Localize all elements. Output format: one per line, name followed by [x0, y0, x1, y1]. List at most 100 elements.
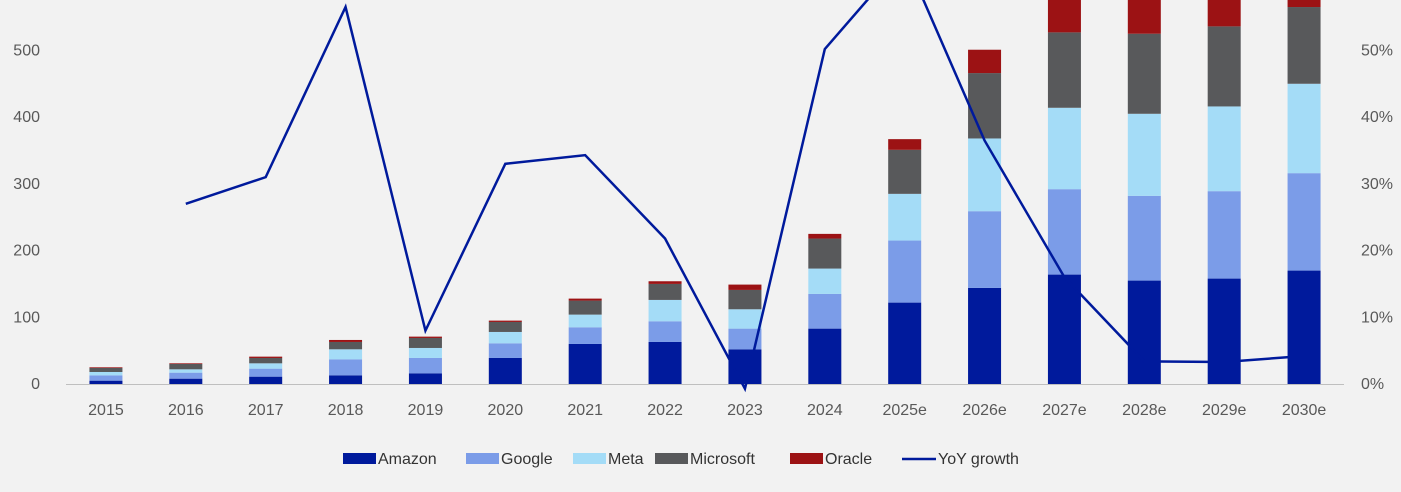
- bar-oracle-2021: [568, 298, 602, 301]
- bar-meta-2019: [408, 347, 442, 358]
- x-tick-label: 2021: [567, 402, 603, 419]
- legend-label-amazon: Amazon: [378, 451, 437, 468]
- bar-oracle-2017: [249, 356, 283, 358]
- bar-google-2017: [249, 368, 283, 377]
- bar-microsoft-2022: [648, 283, 682, 300]
- bar-oracle-2018: [329, 339, 363, 342]
- y-right-tick-label: 20%: [1361, 243, 1393, 260]
- bar-meta-2015: [89, 371, 123, 376]
- x-tick-label: 2015: [88, 402, 124, 419]
- x-tick-label: 2025e: [882, 402, 927, 419]
- bar-oracle-2026e: [968, 49, 1002, 74]
- y-right-tick-label: 30%: [1361, 176, 1393, 193]
- y-left-tick-label: 300: [13, 176, 40, 193]
- bar-google-2018: [329, 359, 363, 376]
- x-tick-label: 2024: [807, 402, 843, 419]
- bar-google-2015: [89, 375, 123, 381]
- x-tick-label: 2028e: [1122, 402, 1167, 419]
- bar-oracle-2028e: [1127, 0, 1161, 34]
- bar-amazon-2026e: [968, 287, 1002, 384]
- x-tick-label: 2020: [488, 402, 524, 419]
- bar-amazon-2020: [488, 357, 522, 384]
- bar-meta-2017: [249, 363, 283, 369]
- bar-microsoft-2015: [89, 367, 123, 372]
- x-tick-label: 2016: [168, 402, 204, 419]
- y-left-tick-label: 500: [13, 42, 40, 59]
- bar-microsoft-2026e: [968, 73, 1002, 139]
- legend-label-meta: Meta: [608, 451, 644, 468]
- bar-microsoft-2029e: [1207, 26, 1241, 107]
- y-left-tick-label: 0: [31, 376, 40, 393]
- x-tick-label: 2019: [408, 402, 444, 419]
- bar-microsoft-2021: [568, 300, 602, 315]
- legend-label-yoy-growth: YoY growth: [938, 451, 1019, 468]
- bar-google-2022: [648, 321, 682, 342]
- x-tick-label: 2030e: [1282, 402, 1327, 419]
- bar-google-2026e: [968, 211, 1002, 288]
- legend-swatch-microsoft: [655, 453, 688, 464]
- bar-amazon-2030e: [1287, 270, 1321, 384]
- bar-oracle-2029e: [1207, 0, 1241, 27]
- bar-google-2023: [728, 328, 762, 350]
- bar-microsoft-2020: [488, 321, 522, 332]
- bar-meta-2023: [728, 309, 762, 329]
- bar-microsoft-2027e: [1047, 32, 1081, 108]
- bar-oracle-2020: [488, 320, 522, 322]
- bar-google-2024: [808, 293, 842, 329]
- bar-google-2020: [488, 343, 522, 358]
- bar-google-2029e: [1207, 191, 1241, 279]
- bar-google-2030e: [1287, 173, 1321, 271]
- x-tick-label: 2022: [647, 402, 683, 419]
- bar-amazon-2028e: [1127, 280, 1161, 384]
- bar-google-2016: [169, 372, 203, 379]
- legend-swatch-meta: [573, 453, 606, 464]
- y-left-tick-label: 200: [13, 243, 40, 260]
- bar-meta-2026e: [968, 138, 1002, 212]
- bar-microsoft-2018: [329, 341, 363, 350]
- bar-microsoft-2024: [808, 238, 842, 269]
- bar-amazon-2021: [568, 343, 602, 384]
- y-right-tick-label: 40%: [1361, 109, 1393, 126]
- legend-swatch-oracle: [790, 453, 823, 464]
- yoy-growth-line: [185, 0, 1305, 393]
- bar-meta-2027e: [1047, 107, 1081, 190]
- bar-microsoft-2023: [728, 289, 762, 310]
- bar-microsoft-2030e: [1287, 7, 1321, 84]
- bar-amazon-2016: [169, 378, 203, 384]
- bar-meta-2030e: [1287, 83, 1321, 174]
- bar-oracle-2023: [728, 284, 762, 290]
- bar-oracle-2030e: [1287, 0, 1321, 8]
- bar-amazon-2025e: [888, 302, 922, 384]
- y-left-tick-label: 400: [13, 109, 40, 126]
- bar-microsoft-2016: [169, 363, 203, 370]
- x-tick-label: 2018: [328, 402, 364, 419]
- bar-google-2028e: [1127, 195, 1161, 281]
- bar-microsoft-2028e: [1127, 33, 1161, 114]
- legend-swatch-google: [466, 453, 499, 464]
- bar-amazon-2029e: [1207, 278, 1241, 384]
- y-right-tick-label: 0%: [1361, 376, 1384, 393]
- bar-amazon-2018: [329, 375, 363, 384]
- bar-oracle-2025e: [888, 139, 922, 150]
- y-left-tick-label: 100: [13, 309, 40, 326]
- legend-swatch-amazon: [343, 453, 376, 464]
- bar-oracle-2016: [169, 363, 203, 364]
- bar-google-2021: [568, 327, 602, 344]
- bar-amazon-2017: [249, 376, 283, 384]
- bar-oracle-2019: [408, 336, 442, 338]
- axis-layer: 0 100 200 300 400 500 0% 10% 20% 30% 40% 50% 2015 201…: [13, 42, 1393, 419]
- y-right-tick-label: 50%: [1361, 42, 1393, 59]
- bar-microsoft-2025e: [888, 149, 922, 194]
- bar-amazon-2019: [408, 373, 442, 384]
- bar-meta-2018: [329, 349, 363, 360]
- bars-layer: [89, 0, 1321, 384]
- bar-google-2025e: [888, 240, 922, 303]
- x-tick-label: 2017: [248, 402, 284, 419]
- bar-google-2027e: [1047, 189, 1081, 275]
- x-tick-label: 2026e: [962, 402, 1007, 419]
- x-tick-label: 2023: [727, 402, 763, 419]
- bar-microsoft-2019: [408, 337, 442, 348]
- legend: Amazon Google Meta Microsoft Oracle YoY growt…: [343, 451, 1019, 468]
- legend-label-google: Google: [501, 451, 553, 468]
